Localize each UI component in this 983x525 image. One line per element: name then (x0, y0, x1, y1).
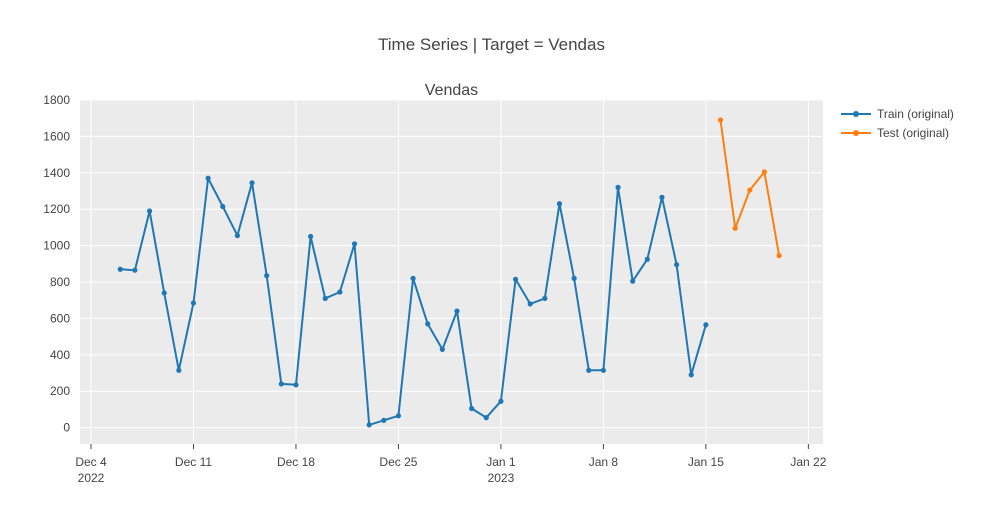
data-point[interactable] (146, 208, 153, 214)
plot-area (80, 100, 823, 444)
x-tick-sublabel: 2023 (488, 471, 515, 485)
data-point[interactable] (469, 405, 475, 412)
data-point[interactable] (132, 267, 138, 273)
data-point[interactable] (630, 278, 636, 284)
data-point[interactable] (556, 201, 563, 207)
data-point[interactable] (410, 275, 416, 281)
data-point[interactable] (439, 346, 445, 352)
data-point[interactable] (761, 169, 768, 175)
y-tick-label: 800 (50, 275, 70, 289)
y-tick-label: 1000 (43, 239, 70, 253)
x-axis: Dec 4 2022 Dec 11 Dec 18 Dec 25 Jan 1 2023 Jan … (75, 444, 827, 485)
data-point[interactable] (776, 253, 782, 259)
x-tick-label: Jan 8 (589, 455, 619, 469)
data-point[interactable] (586, 367, 592, 373)
data-point[interactable] (644, 256, 650, 262)
y-tick-label: 200 (50, 384, 70, 398)
x-tick-label: Dec 11 (175, 455, 212, 469)
data-point[interactable] (234, 232, 240, 239)
data-point[interactable] (366, 422, 372, 428)
x-tick-label: Jan 15 (688, 455, 724, 469)
x-tick-label: Jan 22 (790, 455, 826, 469)
y-tick-label: 1200 (43, 202, 70, 216)
x-tick-label: Dec 25 (379, 455, 417, 469)
data-point[interactable] (674, 262, 680, 268)
data-point[interactable] (190, 300, 197, 306)
data-point[interactable] (732, 225, 738, 231)
data-point[interactable] (351, 241, 358, 247)
legend-label-test: Test (original) (877, 126, 949, 140)
data-point[interactable] (322, 295, 328, 301)
y-tick-label: 0 (63, 421, 70, 435)
data-point[interactable] (117, 266, 123, 272)
chart-title: Time Series | Target = Vendas (378, 35, 605, 54)
data-point[interactable] (454, 308, 460, 314)
data-point[interactable] (249, 180, 255, 186)
data-point[interactable] (498, 398, 504, 404)
data-point[interactable] (161, 290, 167, 296)
data-point[interactable] (220, 203, 226, 210)
data-point[interactable] (703, 322, 709, 328)
chart-subtitle: Vendas (425, 82, 478, 99)
x-tick-sublabel: 2022 (78, 471, 105, 485)
legend-label-train: Train (original) (877, 107, 954, 121)
data-point[interactable] (717, 117, 724, 123)
data-point[interactable] (688, 372, 694, 378)
data-point[interactable] (527, 301, 533, 307)
data-point[interactable] (659, 194, 665, 200)
data-point[interactable] (381, 417, 387, 423)
legend-marker-test (853, 130, 859, 136)
y-tick-label: 400 (50, 348, 70, 362)
data-point[interactable] (278, 381, 284, 387)
data-point[interactable] (747, 187, 753, 193)
data-point[interactable] (293, 382, 299, 388)
data-point[interactable] (205, 175, 211, 181)
legend-item-test[interactable]: Test (original) (841, 126, 949, 140)
y-tick-label: 1400 (43, 166, 70, 180)
data-point[interactable] (425, 321, 431, 327)
y-tick-label: 1600 (43, 129, 70, 143)
data-point[interactable] (483, 415, 489, 421)
y-tick-label: 600 (50, 311, 70, 325)
data-point[interactable] (512, 276, 519, 282)
data-point[interactable] (600, 367, 607, 373)
data-point[interactable] (615, 184, 621, 190)
y-axis: 0 200 400 600 800 1000 1200 1400 1600 1800 (43, 93, 70, 435)
legend-marker-train (853, 111, 859, 117)
data-point[interactable] (337, 289, 343, 295)
legend-item-train[interactable]: Train (original) (841, 107, 954, 121)
series-layer (117, 117, 782, 428)
data-point[interactable] (176, 367, 182, 373)
data-point[interactable] (395, 413, 402, 419)
x-tick-label: Dec 4 (75, 455, 107, 469)
x-tick-label: Dec 18 (277, 455, 315, 469)
legend: Train (original) Test (original) (841, 107, 954, 140)
data-point[interactable] (308, 233, 314, 240)
data-point[interactable] (571, 275, 577, 281)
data-point[interactable] (542, 295, 548, 301)
y-tick-label: 1800 (43, 93, 70, 107)
data-point[interactable] (264, 273, 270, 279)
x-tick-label: Jan 1 (486, 455, 516, 469)
